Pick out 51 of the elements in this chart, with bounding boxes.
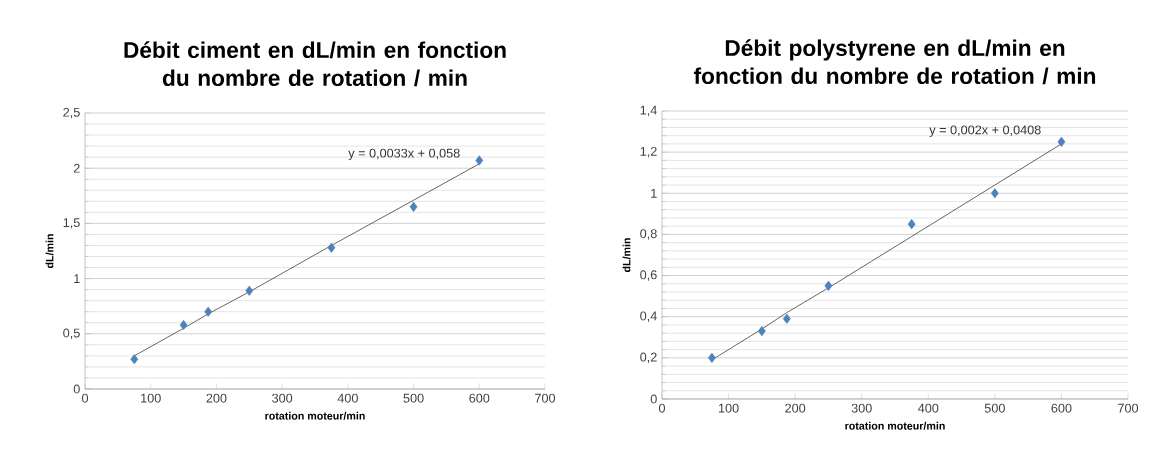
y-tick-label: 2 (73, 163, 80, 173)
y-tick-label: 1,4 (640, 105, 657, 117)
x-tick-label: 300 (851, 403, 872, 413)
x-tick-label: 200 (206, 393, 227, 403)
x-tick-label: 500 (984, 403, 1005, 413)
x-tick-label: 400 (337, 393, 358, 403)
y-tick-label: 0,8 (640, 229, 657, 240)
x-tick-label: 300 (272, 393, 293, 403)
y-axis-title: dL/min (45, 234, 54, 269)
y-tick-label: 0,6 (640, 270, 657, 281)
point (757, 326, 766, 337)
x-axis-title: rotation moteur/min (265, 411, 365, 420)
chart-title: Débit polystyrene en dL/min en fonction du nombre de rotation / min (693, 39, 1096, 85)
x-tick-label: 700 (535, 393, 556, 403)
point (130, 354, 139, 365)
point (475, 155, 484, 166)
point (824, 280, 833, 291)
x-tick-label: 400 (918, 403, 939, 413)
y-tick-label: 0,4 (640, 311, 657, 322)
x-tick-label: 200 (785, 403, 806, 413)
y-tick-label: 1 (651, 188, 657, 198)
annotation: y = 0,0033x + 0,058 (348, 148, 460, 161)
y-tick-label: 1 (74, 274, 80, 283)
y-tick-label: 2,5 (63, 107, 80, 119)
x-tick-label: 100 (141, 393, 161, 403)
point (409, 201, 418, 212)
point (245, 285, 254, 296)
annotation: y = 0,002x + 0,0408 (929, 125, 1041, 137)
x-tick-label: 100 (718, 403, 739, 413)
y-tick-label: 0,2 (640, 352, 657, 364)
point (179, 319, 188, 331)
y-tick-label: 0 (73, 384, 80, 394)
x-tick-label: 600 (469, 393, 490, 403)
y-tick-label: 1,5 (63, 218, 80, 229)
point (1057, 136, 1066, 147)
point (907, 219, 916, 230)
point (708, 352, 716, 363)
y-tick-label: 1,2 (640, 146, 657, 158)
point (990, 188, 999, 199)
x-tick-label: 600 (1051, 403, 1072, 413)
x-tick-label: 0 (658, 403, 666, 413)
chart-title: Débit ciment en dL/min en fonction du nombre de rotation / min (124, 41, 506, 87)
x-tick-label: 700 (1118, 403, 1139, 413)
point (327, 242, 336, 253)
point (204, 306, 213, 317)
y-tick-label: 0,5 (63, 328, 80, 340)
x-axis-title: rotation moteur/min (845, 421, 945, 430)
y-axis-title: dL/min (622, 238, 631, 273)
x-tick-label: 500 (403, 393, 424, 403)
x-tick-label: 0 (81, 393, 89, 403)
point (782, 313, 791, 324)
